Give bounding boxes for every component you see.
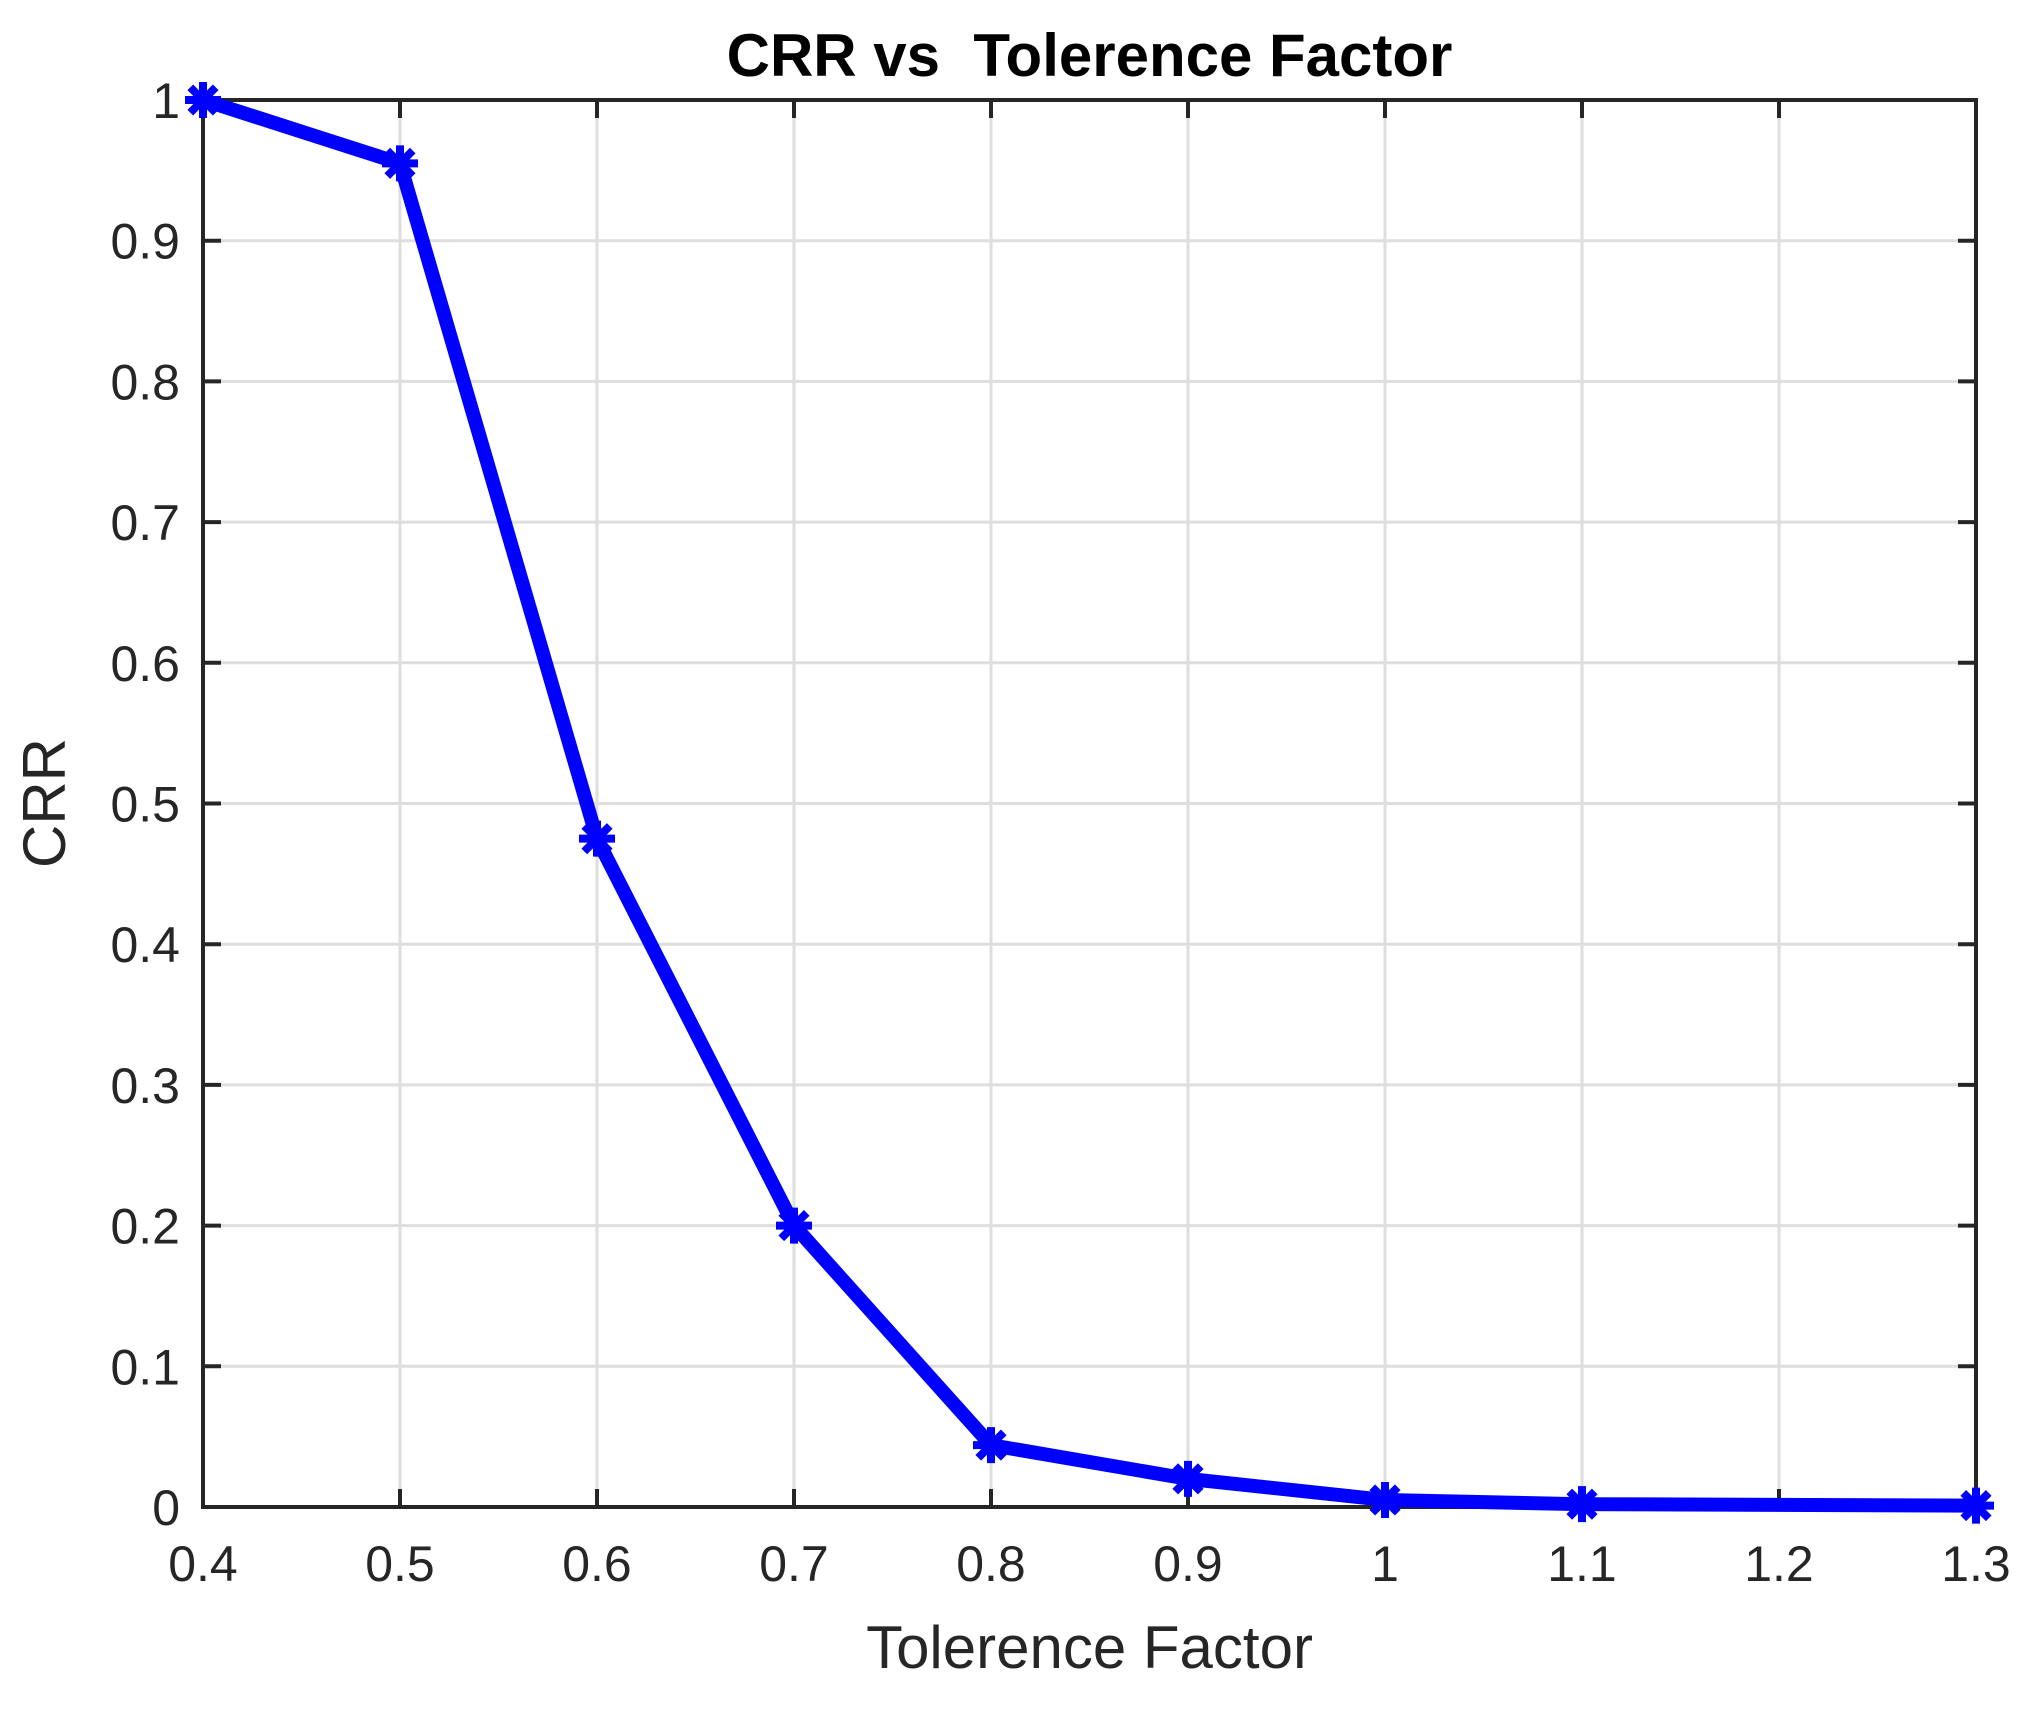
data-point-marker <box>1367 1481 1403 1518</box>
marker-spoke <box>581 823 613 855</box>
x-tick-label: 0.7 <box>759 1536 829 1592</box>
y-tick-label: 0.1 <box>110 1339 180 1395</box>
marker-spoke <box>384 147 416 179</box>
data-point-marker <box>382 145 418 182</box>
data-point-marker <box>973 1427 1009 1464</box>
y-tick-label: 0.7 <box>110 495 180 551</box>
y-tick-label: 1 <box>152 73 180 129</box>
data-point-marker <box>185 82 221 118</box>
x-tick-label: 1.1 <box>1547 1536 1617 1592</box>
y-tick-label: 0.8 <box>110 354 180 410</box>
x-tick-label: 0.9 <box>1153 1536 1223 1592</box>
y-tick-label: 0 <box>152 1480 180 1536</box>
x-tick-label: 1.2 <box>1744 1536 1814 1592</box>
marker-spoke <box>1566 1488 1598 1520</box>
x-tick-label: 0.5 <box>365 1536 435 1592</box>
y-tick-label: 0.9 <box>110 214 180 270</box>
marker-spoke <box>1960 1490 1992 1522</box>
data-point-marker <box>579 820 615 857</box>
x-tick-label: 0.4 <box>168 1536 238 1592</box>
y-tick-label: 0.5 <box>110 777 180 833</box>
marker-spoke <box>975 1429 1007 1461</box>
data-point-marker <box>1170 1460 1206 1497</box>
y-axis-label: CRR <box>11 738 78 868</box>
y-tick-label: 0.3 <box>110 1058 180 1114</box>
marker-spoke <box>778 1210 810 1242</box>
chart-title: CRR vs Tolerence Factor <box>726 22 1453 89</box>
marker-spoke <box>1369 1484 1401 1516</box>
y-tick-label: 0.6 <box>110 636 180 692</box>
y-tick-label: 0.4 <box>110 917 180 973</box>
marker-spoke <box>1172 1463 1204 1495</box>
data-point-marker <box>776 1207 812 1244</box>
x-axis-label: Tolerence Factor <box>866 1614 1313 1681</box>
x-tick-label: 0.6 <box>562 1536 632 1592</box>
data-point-marker <box>1958 1487 1994 1524</box>
y-tick-label: 0.2 <box>110 1199 180 1255</box>
marker-spoke <box>187 84 219 116</box>
x-tick-label: 0.8 <box>956 1536 1026 1592</box>
data-point-marker <box>1564 1486 1600 1523</box>
x-tick-label: 1.3 <box>1941 1536 2011 1592</box>
x-tick-label: 1 <box>1371 1536 1399 1592</box>
